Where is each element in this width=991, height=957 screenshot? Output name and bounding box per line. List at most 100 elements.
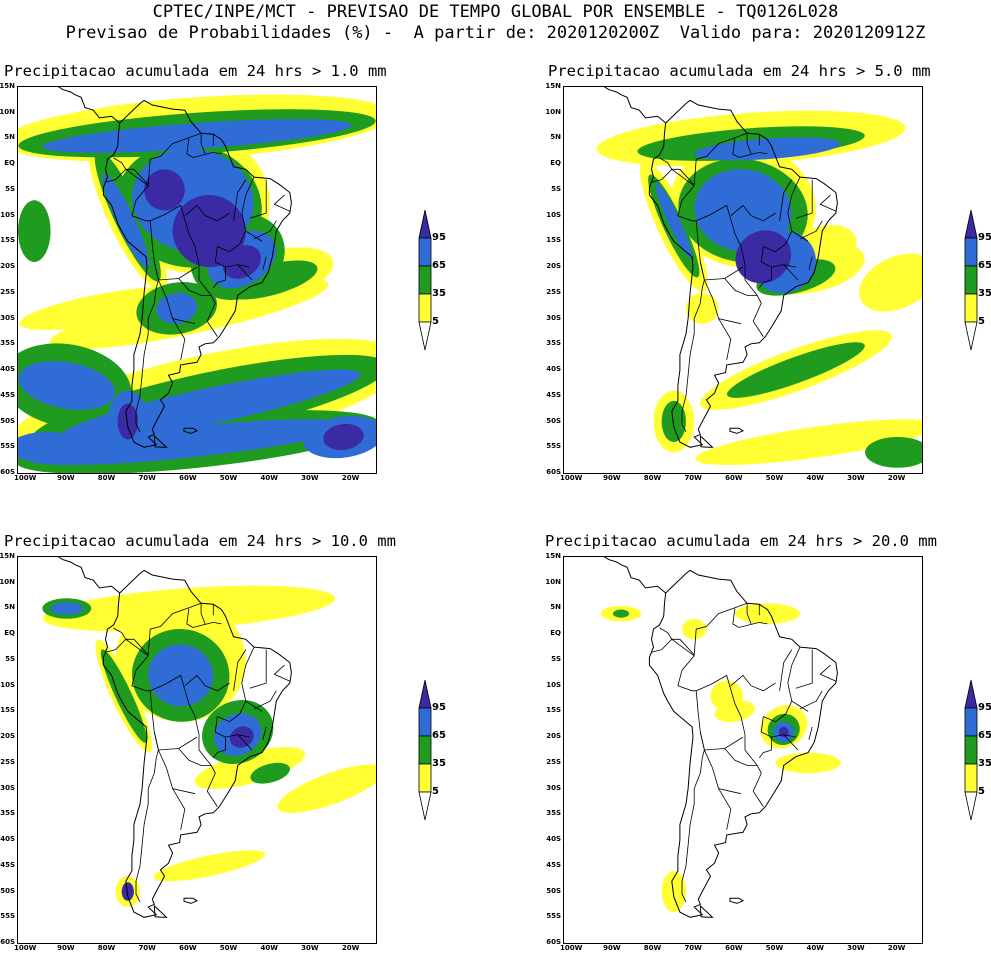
legend-label: 95 [432,232,446,243]
country-border [819,194,837,212]
coastline [603,557,667,594]
probability-contour [694,137,841,161]
lat-tick-label: 50S [0,886,15,895]
lat-tick-label: EQ [4,629,15,638]
country-border [253,220,277,240]
probability-contour [144,169,185,211]
lat-tick-label: 25S [0,287,15,296]
country-border [133,602,202,656]
lat-tick-label: EQ [4,159,15,168]
probability-contour [682,618,707,640]
lat-tick-label: 60S [0,468,15,476]
map-panel-2 [563,86,923,474]
panel-title-1: Precipitacao acumulada em 24 hrs > 1.0 m… [4,62,387,80]
probability-contour [194,747,306,789]
lon-tick-label: 40W [806,474,824,482]
country-border [670,168,697,222]
country-border [718,788,732,830]
coastline [699,904,714,918]
lat-tick-label: 15N [545,552,561,560]
lon-tick-label: 30W [847,474,865,482]
lon-tick-label: 60W [725,474,743,482]
lat-tick-label: 5N [4,603,15,612]
probability-contour [117,403,138,440]
panel-title-3: Precipitacao acumulada em 24 hrs > 10.0 … [4,532,396,550]
legend-swatch [964,237,978,267]
lon-tick-label: 50W [765,944,784,952]
coastline [699,434,714,448]
country-border [172,318,186,360]
probability-contour [695,419,922,465]
probability-contour [102,173,150,268]
lon-tick-label: 60W [725,944,743,952]
legend-swatch [418,321,432,351]
legend-swatch [418,680,432,709]
lat-tick-label: 30S [0,313,15,322]
lat-tick-label: 25S [546,757,561,766]
country-border [124,638,151,692]
country-border [253,690,277,710]
country-border [237,734,253,751]
country-border [704,279,742,325]
country-border [746,603,752,625]
lat-tick-label: 10N [0,577,15,586]
lat-tick-label: 5S [551,654,561,663]
country-border [273,194,291,212]
country-border [696,674,764,807]
country-border [150,204,218,337]
coastline [729,427,745,434]
lon-tick-label: 70W [138,474,156,482]
lon-tick-label: 40W [260,474,278,482]
country-border [135,731,159,902]
country-border [186,608,222,628]
country-border [133,132,202,186]
probability-contour [50,602,84,615]
lon-tick-label: 100W [559,474,583,482]
country-border [237,264,253,281]
probability-contour [710,680,743,712]
legend-label: 65 [432,260,446,271]
country-border [262,726,267,740]
country-border [696,204,764,337]
lon-tick-label: 20W [887,944,906,952]
probability-contour [18,200,51,262]
lon-tick-label: 90W [57,944,75,952]
lon-tick-label: 80W [97,944,116,952]
lat-tick-label: 50S [546,886,561,895]
lon-tick-label: 60W [179,944,197,952]
coastline [57,87,121,124]
lon-tick-label: 50W [219,944,238,952]
lon-tick-label: 100W [559,944,583,952]
probability-contour [229,726,254,748]
lon-tick-label: 40W [260,944,278,952]
country-border [704,749,742,795]
lat-tick-label: EQ [550,159,561,168]
country-border [718,318,732,360]
country-border [783,264,799,281]
probability-contour [865,437,922,468]
probability-field [596,87,922,468]
lon-tick-label: 70W [684,474,702,482]
lon-tick-label: 80W [97,474,116,482]
lat-tick-label: 50S [546,416,561,425]
country-border [724,748,758,766]
lon-tick-label: 70W [684,944,702,952]
lat-tick-label: 60S [0,938,15,946]
lon-tick-label: 20W [887,474,906,482]
country-border [808,256,813,270]
country-border [124,168,151,222]
legend-label: 35 [432,288,446,299]
country-border [758,737,772,758]
country-border [799,220,823,240]
coastline [153,434,168,448]
probability-contour [222,260,318,300]
lat-tick-label: 5N [550,603,561,612]
lon-tick-label: 90W [603,474,621,482]
probability-contour [661,400,686,443]
legend-label: 5 [432,786,439,797]
lat-tick-label: 30S [546,313,561,322]
country-border [233,179,247,221]
probability-contour [277,764,376,813]
legend-label: 95 [978,702,991,713]
lat-tick-label: 5N [4,133,15,142]
